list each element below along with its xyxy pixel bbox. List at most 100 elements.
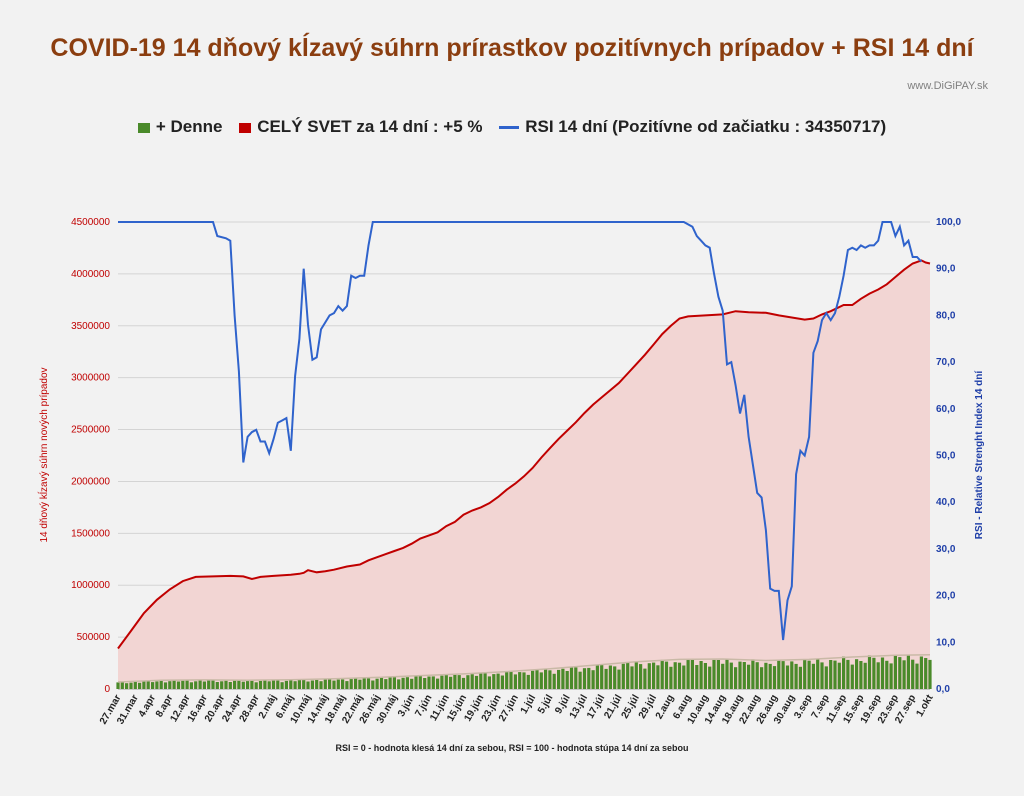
chart-legend: + Denne CELÝ SVET za 14 dní : +5 % RSI 1… [0,117,1024,137]
daily-bar [919,656,923,689]
daily-bar [794,663,798,689]
y-tick-left: 3500000 [71,321,110,332]
y-tick-left: 0 [104,684,110,695]
y-tick-left: 3000000 [71,373,110,384]
daily-bar [634,662,638,689]
daily-bar [518,672,522,689]
daily-bar [734,667,738,689]
daily-bar [250,680,254,689]
daily-bar [306,681,310,689]
daily-bar [811,663,815,689]
y-tick-left: 4000000 [71,269,110,280]
daily-bar [185,680,189,689]
daily-bar [664,661,669,689]
daily-bar [366,678,371,689]
daily-trend-line [117,653,931,683]
x-tick-label: 1.júl [519,693,539,716]
daily-bar [893,655,897,689]
daily-bar [535,669,539,689]
daily-bar [444,674,448,689]
daily-bar [410,678,414,689]
daily-bar [626,663,630,689]
daily-bar [600,664,604,689]
daily-bar [885,660,889,689]
y-tick-right: 40,0 [936,497,956,508]
daily-bar [561,668,565,689]
legend-label-world: CELÝ SVET za 14 dní : +5 % [257,117,483,136]
daily-bar [341,679,345,689]
daily-bar [487,676,491,689]
daily-bar [695,665,699,689]
daily-bar [747,664,751,689]
daily-bar [509,671,513,689]
daily-bars [116,653,932,689]
daily-bar [604,668,608,689]
daily-bar [531,670,535,689]
daily-bar [846,659,850,689]
legend-item-rsi: RSI 14 dní (Pozitívne od začiatku : 3435… [499,117,886,137]
y-tick-right: 90,0 [936,264,956,275]
daily-bar [906,655,910,689]
daily-bar [785,665,790,689]
daily-bar [379,677,384,689]
daily-bar [591,670,595,689]
y-tick-right: 50,0 [936,451,956,462]
daily-bar [414,676,418,689]
x-tick-label: 5.júl [536,693,556,716]
daily-bar [461,677,466,689]
daily-bar [833,660,837,689]
rsi-line [118,221,923,641]
daily-bar [647,663,651,689]
daily-bar [401,677,405,689]
daily-bar [928,659,932,689]
daily-bar [436,678,440,689]
daily-bar [565,671,569,689]
daily-bar [513,674,517,689]
daily-bar [824,666,828,689]
daily-bar [708,666,712,689]
y-tick-left: 2500000 [71,425,110,436]
daily-bar [742,662,746,689]
daily-bar [548,670,552,689]
daily-bar [725,659,729,689]
y-tick-right: 70,0 [936,357,956,368]
y-axis-label-right: RSI - Relative Strenght Index 14 dní [974,370,985,540]
series-lines [117,221,931,650]
daily-bar [669,666,673,689]
y-tick-left: 500000 [77,632,111,643]
daily-bar [889,663,893,689]
daily-bar [155,681,159,689]
daily-bar [578,671,582,689]
daily-bar [652,662,656,689]
daily-bar [924,658,928,689]
daily-bar [457,675,461,689]
daily-bar [336,679,340,689]
daily-bar [354,678,358,689]
daily-bar [310,680,314,689]
daily-bar [781,661,785,689]
world-area-fill [118,260,930,689]
daily-bar [271,680,276,689]
daily-bar [397,679,401,689]
daily-bar [492,674,496,689]
daily-bar [483,673,487,689]
daily-bar [431,676,435,689]
daily-bar [898,657,902,689]
daily-bar [246,681,250,689]
chart-title: COVID-19 14 dňový kĺzavý súhrn prírastko… [50,34,974,62]
daily-bar [228,682,232,689]
daily-bar [703,663,707,689]
daily-bar [375,678,379,689]
legend-swatch-daily [137,122,150,133]
daily-bar [574,667,578,689]
daily-bar [163,682,168,689]
daily-bar [842,656,846,689]
daily-bar [116,682,120,689]
daily-bar [358,679,362,689]
daily-bar [284,680,288,689]
daily-bar [237,679,241,689]
y-axis-label-left: 14 dňový kĺzavý súhrn nových prípadov [37,367,50,542]
daily-bar [755,662,759,689]
daily-bar [500,675,504,689]
